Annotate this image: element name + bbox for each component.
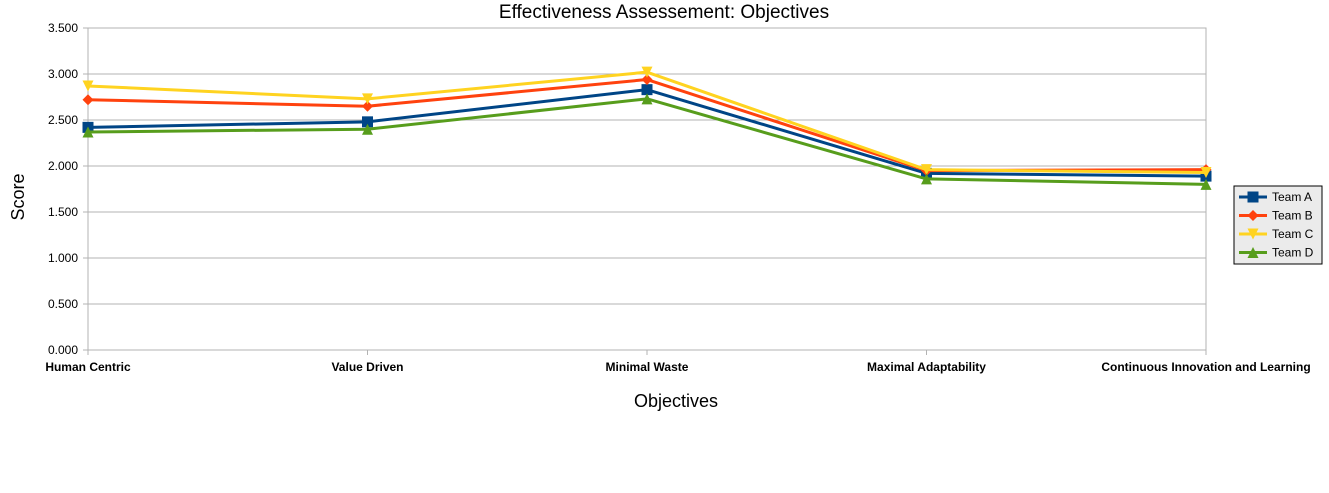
y-tick-label: 0.500 xyxy=(48,297,78,311)
legend-swatch-marker-team-b xyxy=(1247,210,1259,221)
x-tick-label: Minimal Waste xyxy=(606,360,689,374)
data-point-team-b xyxy=(641,74,653,86)
data-point-team-d xyxy=(641,93,653,105)
x-axis-title: Objectives xyxy=(634,391,718,411)
legend-label-team-d: Team D xyxy=(1272,246,1314,260)
data-point-team-c xyxy=(82,80,94,92)
data-point-team-c xyxy=(921,164,932,176)
legend-swatch-marker-team-d xyxy=(1247,247,1259,258)
data-point-team-d xyxy=(921,173,932,185)
data-point-team-b xyxy=(362,100,373,112)
data-point-team-b xyxy=(82,94,94,106)
series-team-c xyxy=(82,66,1212,178)
legend-swatch-marker-team-c xyxy=(1247,228,1259,240)
data-point-team-d xyxy=(1200,178,1212,190)
x-tick-label: Maximal Adaptability xyxy=(867,360,986,374)
series-team-d xyxy=(82,93,1212,190)
data-point-team-a xyxy=(641,84,653,96)
y-tick-label: 3.500 xyxy=(48,21,78,35)
y-tick-label: 3.000 xyxy=(48,67,78,81)
y-tick-label: 0.000 xyxy=(48,343,78,357)
data-point-team-c xyxy=(1200,166,1212,178)
legend-label-team-a: Team A xyxy=(1272,190,1312,204)
y-tick-label: 1.500 xyxy=(48,205,78,219)
data-point-team-d xyxy=(82,126,94,138)
y-axis-title: Score xyxy=(8,173,28,220)
legend-label-team-c: Team C xyxy=(1272,227,1314,241)
y-tick-label: 2.500 xyxy=(48,113,78,127)
legend-swatch-marker-team-a xyxy=(1247,191,1259,203)
y-tick-label: 1.000 xyxy=(48,251,78,265)
chart-title: Effectiveness Assessement: Objectives xyxy=(499,2,829,23)
data-point-team-c xyxy=(362,93,373,105)
legend-label-team-b: Team B xyxy=(1272,209,1313,223)
x-tick-label: Value Driven xyxy=(331,360,403,374)
data-point-team-c xyxy=(641,66,653,78)
x-tick-label: Human Centric xyxy=(45,360,131,374)
legend: Team A Team B Team C Team D xyxy=(1233,185,1323,265)
data-point-team-d xyxy=(362,123,373,135)
x-tick-label: Continuous Innovation and Learning xyxy=(1101,360,1310,374)
data-point-team-a xyxy=(362,116,373,128)
y-tick-label: 2.000 xyxy=(48,159,78,173)
